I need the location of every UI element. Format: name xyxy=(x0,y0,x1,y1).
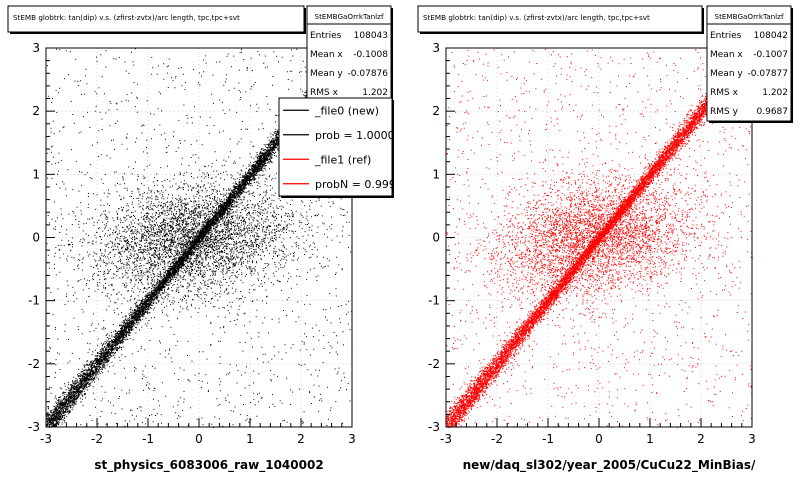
x-tick-label: 2 xyxy=(297,432,305,446)
x-tick-label: 1 xyxy=(646,432,654,446)
y-tick-label: 3 xyxy=(32,41,40,55)
y-tick-label: 2 xyxy=(32,104,40,118)
y-tick-label: 0 xyxy=(32,231,40,245)
stats-label: RMS x xyxy=(710,88,739,98)
x-tick-label: 2 xyxy=(697,432,705,446)
stats-name: StEMBGaOrrkTanlzf xyxy=(315,12,384,21)
chart-panel-1: -3 -2 -1 0 1 2 3 -3 -2 -1 0 1 2 3 st_physics_6083006_r… xyxy=(7,5,417,473)
stats-value: -0.1008 xyxy=(353,50,388,60)
x-tick-label: -1 xyxy=(142,432,154,446)
stats-label: RMS y xyxy=(710,107,739,117)
y-tick-label: -3 xyxy=(428,420,440,434)
x-tick-label: 0 xyxy=(195,432,203,446)
axis-ticks xyxy=(445,47,753,428)
x-axis-label: st_physics_6083006_raw_1040002 xyxy=(94,458,323,473)
x-tick-label: -1 xyxy=(542,432,554,446)
legend: _file0 (new) prob = 1.000000 _file1 (ref) p… xyxy=(283,104,417,191)
x-tick-label: -3 xyxy=(40,432,52,446)
legend-box xyxy=(278,97,393,197)
y-tick-label: -3 xyxy=(28,420,40,434)
y-tick-label: -1 xyxy=(428,294,440,308)
stats-label: Mean x xyxy=(710,50,743,60)
title-box xyxy=(7,5,305,33)
stats-label: RMS x xyxy=(310,88,339,98)
stats-label: Entries xyxy=(310,31,342,41)
stats-value: -0.07877 xyxy=(748,69,788,79)
y-tick-label: -1 xyxy=(28,294,40,308)
y-tick-label: 0 xyxy=(432,231,440,245)
stats-name: StEMBGaOrrkTanlzf xyxy=(715,12,784,21)
stats-value: 108043 xyxy=(354,31,388,41)
stats-label: Mean y xyxy=(710,69,743,79)
x-tick-label: 3 xyxy=(748,432,756,446)
x-tick-label: -3 xyxy=(440,432,452,446)
axis-ticks xyxy=(45,47,353,428)
title-box xyxy=(417,5,703,33)
legend-label: prob = 1.000000 xyxy=(315,129,409,142)
scatter-points xyxy=(446,49,753,428)
y-tick-label: 1 xyxy=(32,167,40,181)
stats-value: 0.9687 xyxy=(757,107,789,117)
stats-value: -0.07876 xyxy=(348,69,389,79)
x-tick-label: -2 xyxy=(91,432,103,446)
y-tick-label: 2 xyxy=(432,104,440,118)
legend-label: _file0 (new) xyxy=(314,104,379,117)
x-axis-label: new/daq_sl302/year_2005/CuCu22_MinBias/ xyxy=(463,458,756,473)
stats-value: 1.202 xyxy=(362,88,388,98)
chart-title: StEMB globtrk: tan(dip) v.s. (zfirst-zvt… xyxy=(423,13,650,22)
y-tick-label: -2 xyxy=(28,357,40,371)
x-tick-label: 3 xyxy=(348,432,356,446)
stats-value: 1.202 xyxy=(762,88,788,98)
stats-label: Mean x xyxy=(310,50,343,60)
chart-title: StEMB globtrk: tan(dip) v.s. (zfirst-zvt… xyxy=(13,13,240,22)
x-tick-label: 1 xyxy=(246,432,254,446)
legend-label: probN = 0.999999 xyxy=(315,178,417,191)
stats-label: Mean y xyxy=(310,69,343,79)
y-tick-label: 1 xyxy=(432,167,440,181)
x-tick-label: 0 xyxy=(595,432,603,446)
y-tick-label: -2 xyxy=(428,357,440,371)
legend-label: _file1 (ref) xyxy=(314,153,371,166)
stats-box xyxy=(706,5,792,122)
stats-label: Entries xyxy=(710,31,742,41)
stats-value: 108042 xyxy=(754,31,788,41)
y-tick-label: 3 xyxy=(432,41,440,55)
stats-value: -0.1007 xyxy=(753,50,788,60)
x-tick-label: -2 xyxy=(491,432,503,446)
scatter-points xyxy=(46,48,353,429)
chart-panel-2: -3 -2 -1 0 1 2 3 -3 -2 -1 0 1 2 3 new/daq_sl302/year_2… xyxy=(417,5,793,473)
